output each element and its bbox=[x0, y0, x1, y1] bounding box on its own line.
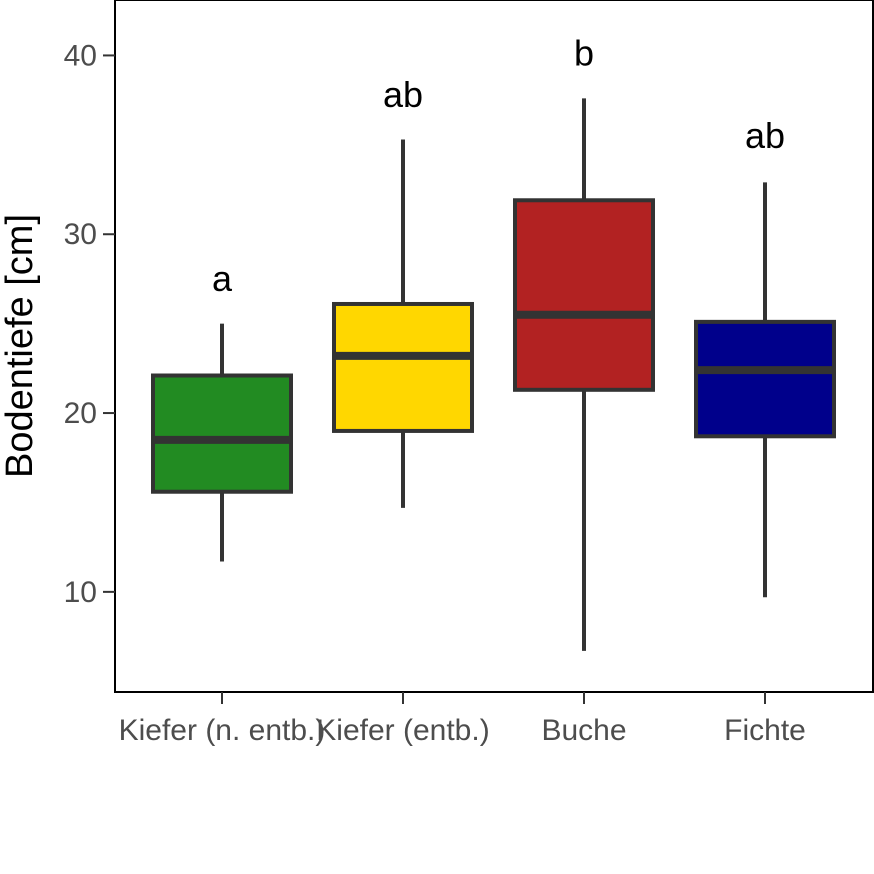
box-group bbox=[151, 323, 293, 562]
box-group bbox=[332, 139, 474, 508]
y-tick-label: 10 bbox=[64, 576, 97, 609]
y-tick-label: 20 bbox=[64, 397, 97, 430]
x-tick-label: Kiefer (entb.) bbox=[316, 714, 489, 747]
significance-letter: ab bbox=[383, 74, 423, 115]
significance-letter: b bbox=[574, 33, 594, 74]
x-tick-label: Kiefer (n. entb.) bbox=[119, 714, 326, 747]
y-axis-label: Bodentiefe [cm] bbox=[0, 214, 41, 478]
y-axis: 10 20 30 40 bbox=[64, 39, 115, 609]
x-tick-label: Buche bbox=[541, 714, 626, 747]
x-axis: Kiefer (n. entb.)Kiefer (entb.) Buche Fich… bbox=[119, 692, 806, 747]
box-group bbox=[513, 98, 655, 651]
box-body bbox=[694, 319, 836, 439]
x-tick-label: Fichte bbox=[724, 714, 806, 747]
box-body bbox=[151, 373, 293, 494]
significance-letter: a bbox=[212, 258, 233, 299]
boxes-layer bbox=[151, 98, 836, 651]
box-body bbox=[513, 198, 655, 392]
significance-letter: ab bbox=[745, 115, 785, 156]
box-body bbox=[332, 301, 474, 433]
significance-letters: a ab b ab bbox=[212, 33, 785, 299]
box-group bbox=[694, 182, 836, 598]
y-tick-label: 40 bbox=[64, 39, 97, 72]
y-tick-label: 30 bbox=[64, 218, 97, 251]
